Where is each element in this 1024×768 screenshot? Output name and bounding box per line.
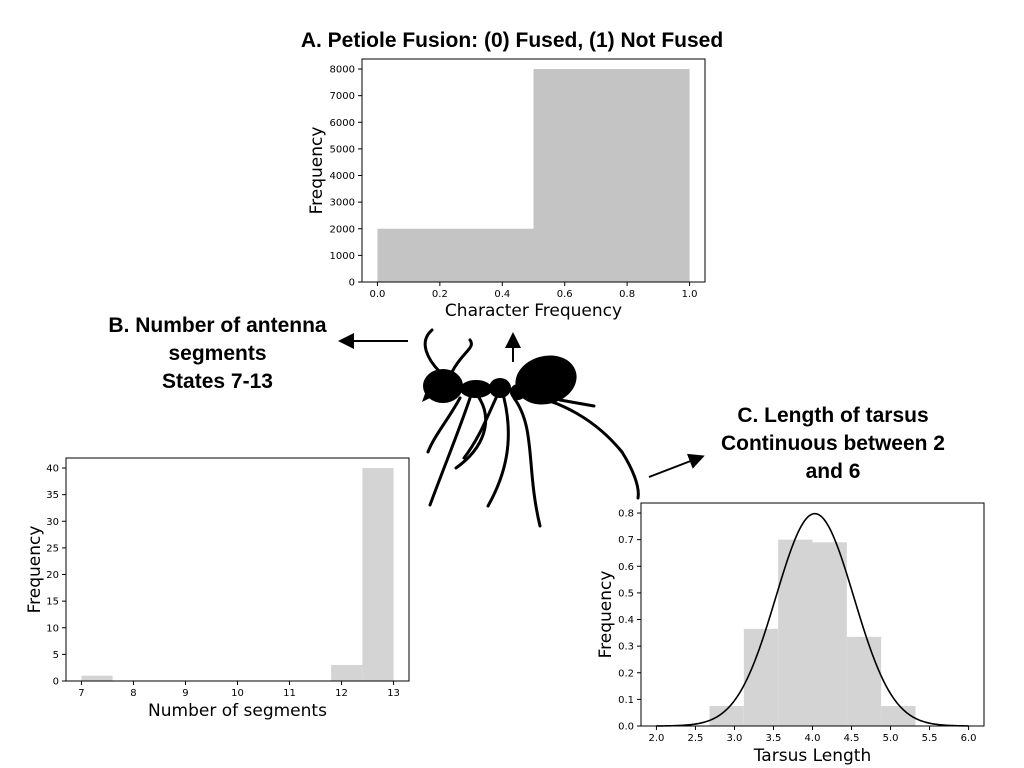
chart-a: 0.0 0.2 0.4 0.6 0.8 1.0 0 1000 2000 3000 4000 5000 6… [307, 58, 706, 321]
x-tick-label: 2.0 [648, 733, 664, 744]
y-tick-label: 8000 [330, 65, 355, 76]
y-tick-label: 0.8 [618, 509, 634, 520]
plot-frame [65, 457, 410, 682]
y-tick-label: 25 [46, 543, 59, 554]
x-tick-label: 0.4 [494, 289, 510, 300]
histogram-bar [331, 665, 363, 681]
y-tick-label: 4000 [330, 171, 355, 182]
arrow-to-chart-c [648, 453, 705, 478]
x-tick-label: 10 [231, 688, 244, 699]
x-tick-label: 0.2 [432, 289, 448, 300]
x-tick-label: 8 [130, 688, 136, 699]
y-tick-label: 0.4 [618, 615, 634, 626]
y-axis-label: Frequency [596, 571, 616, 659]
x-tick-label: 6.0 [961, 733, 977, 744]
x-tick-label: 1.0 [682, 289, 698, 300]
y-tick-label: 0.0 [618, 722, 634, 733]
y-tick-label: 0.2 [618, 668, 634, 679]
y-tick-label: 0 [349, 278, 355, 289]
histogram-bar [533, 69, 690, 282]
x-tick-label: 0.6 [557, 289, 573, 300]
x-axis-label: Character Frequency [445, 301, 622, 321]
chart-a-title: A. Petiole Fusion: (0) Fused, (1) Not Fu… [300, 29, 724, 52]
y-tick-label: 20 [46, 570, 59, 581]
x-tick-label: 4.0 [805, 733, 821, 744]
x-axis-label: Tarsus Length [753, 746, 872, 766]
histogram-bar [881, 706, 916, 726]
chart-c: 2.0 2.5 3.0 3.5 4.0 4.5 5.0 5.5 6.0 0.0 0.1 0.2 0.3 0… [596, 502, 985, 766]
chart-b-title: B. Number of antenna segments States 7-1… [70, 312, 365, 396]
y-tick-label: 1000 [330, 251, 355, 262]
chart-c-title: C. Length of tarsus Continuous between 2… [688, 402, 978, 486]
y-tick-label: 0.1 [618, 695, 634, 706]
histogram-bar [81, 675, 113, 681]
x-axis-label: Number of segments [148, 701, 327, 721]
x-tick-label: 9 [182, 688, 188, 699]
y-tick-label: 35 [46, 490, 59, 501]
x-tick-label: 5.5 [922, 733, 938, 744]
y-tick-label: 0.3 [618, 642, 634, 653]
histogram-bar [377, 228, 534, 282]
y-tick-label: 7000 [330, 91, 355, 102]
y-tick-label: 0.6 [618, 562, 634, 573]
y-tick-label: 0 [53, 677, 59, 688]
x-tick-label: 2.5 [687, 733, 703, 744]
x-tick-label: 3.5 [766, 733, 782, 744]
y-tick-label: 5 [53, 650, 59, 661]
y-tick-label: 40 [46, 464, 59, 475]
chart-c-title-line: Continuous between 2 [720, 432, 945, 455]
chart-b-title-line: States 7-13 [162, 370, 273, 393]
chart-b-title-line: B. Number of antenna [108, 314, 327, 337]
histogram-bar [709, 706, 744, 726]
x-tick-label: 12 [335, 688, 348, 699]
y-tick-label: 6000 [330, 118, 355, 129]
histogram-bar [846, 636, 882, 726]
chart-b-title-line: segments [168, 342, 267, 365]
y-tick-label: 0.7 [618, 535, 634, 546]
x-tick-label: 3.0 [727, 733, 743, 744]
histogram-bar [812, 542, 847, 726]
y-axis-label: Frequency [307, 127, 327, 215]
plot-frame [361, 58, 706, 283]
x-tick-label: 7 [78, 688, 84, 699]
chart-c-title-line: C. Length of tarsus [737, 404, 929, 427]
y-tick-label: 15 [46, 597, 59, 608]
x-tick-label: 0.0 [369, 289, 385, 300]
y-tick-label: 0.5 [618, 588, 634, 599]
histogram-bar [362, 468, 394, 681]
density-curve [656, 512, 969, 727]
x-tick-label: 0.8 [619, 289, 635, 300]
y-tick-label: 3000 [330, 198, 355, 209]
chart-c-title-line: and 6 [805, 460, 861, 483]
y-tick-label: 10 [46, 623, 59, 634]
x-tick-label: 11 [283, 688, 296, 699]
x-tick-label: 5.0 [883, 733, 899, 744]
y-tick-label: 2000 [330, 224, 355, 235]
chart-b: 7 8 9 10 11 12 13 0 5 10 15 20 25 30 35 40 Number of seg… [25, 457, 410, 721]
y-tick-label: 30 [46, 517, 59, 528]
ant-silhouette-icon [422, 328, 640, 528]
y-axis-label: Frequency [25, 526, 45, 614]
y-tick-label: 5000 [330, 144, 355, 155]
histogram-bar [778, 539, 813, 726]
x-tick-label: 13 [387, 688, 400, 699]
x-tick-label: 4.5 [844, 733, 860, 744]
